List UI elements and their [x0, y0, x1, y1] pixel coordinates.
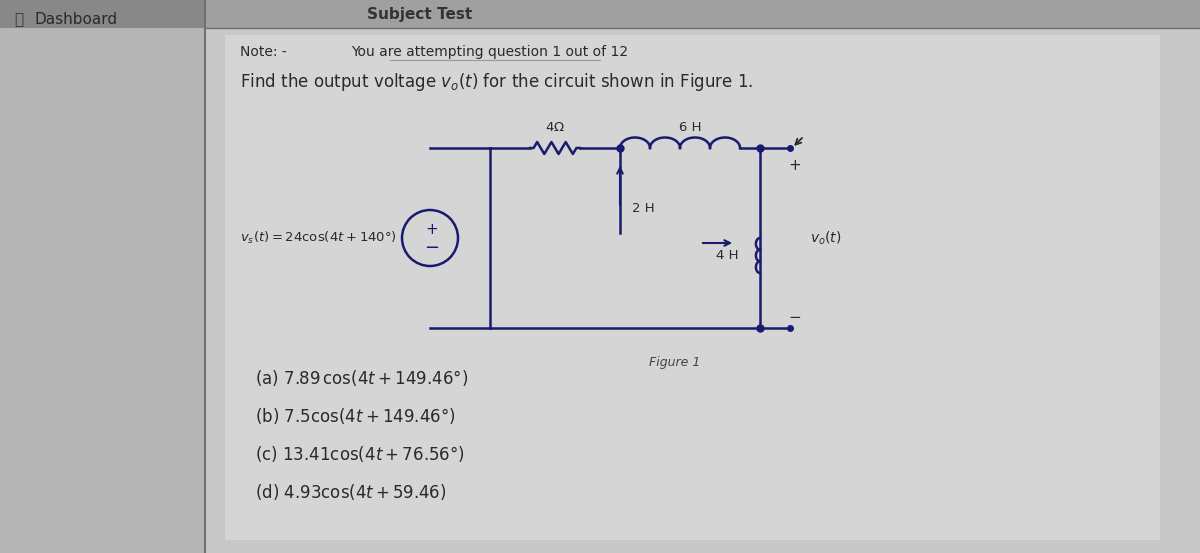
Text: $v_o(t)$: $v_o(t)$: [810, 229, 841, 247]
Text: 4 H: 4 H: [715, 249, 738, 262]
Text: (c) $13.41\cos(4t + 76.56°)$: (c) $13.41\cos(4t + 76.56°)$: [256, 444, 464, 464]
Bar: [205, 0, 1200, 28]
Text: (b) $7.5\cos(4t + 149.46°)$: (b) $7.5\cos(4t + 149.46°)$: [256, 406, 456, 426]
Bar: [226, 35, 1160, 540]
Text: (a) $7.89\,\cos(4t + 149.46°)$: (a) $7.89\,\cos(4t + 149.46°)$: [256, 368, 468, 388]
Bar: [205, 0, 1200, 553]
Text: You are attempting question 1 out of 12: You are attempting question 1 out of 12: [352, 45, 629, 59]
Text: −: −: [788, 310, 802, 326]
Text: Dashboard: Dashboard: [35, 13, 118, 28]
Bar: [0, 0, 205, 28]
Text: +: +: [788, 159, 802, 174]
Text: $v_s(t)=24\cos(4t+140°)$: $v_s(t)=24\cos(4t+140°)$: [240, 230, 397, 246]
Text: +: +: [426, 222, 438, 237]
Text: 2 H: 2 H: [632, 201, 655, 215]
Text: ⌗: ⌗: [14, 13, 23, 28]
Bar: [0, 0, 205, 553]
Text: (d) $4.93\cos(4t + 59.46)$: (d) $4.93\cos(4t + 59.46)$: [256, 482, 446, 502]
Text: −: −: [425, 239, 439, 257]
Text: Figure 1: Figure 1: [649, 356, 701, 369]
Text: Subject Test: Subject Test: [367, 7, 473, 22]
Text: Note: -: Note: -: [240, 45, 287, 59]
Text: 6 H: 6 H: [679, 121, 701, 134]
Text: Find the output voltage $v_o(t)$ for the circuit shown in Figure 1.: Find the output voltage $v_o(t)$ for the…: [240, 71, 754, 93]
Text: $4\Omega$: $4\Omega$: [545, 121, 565, 134]
